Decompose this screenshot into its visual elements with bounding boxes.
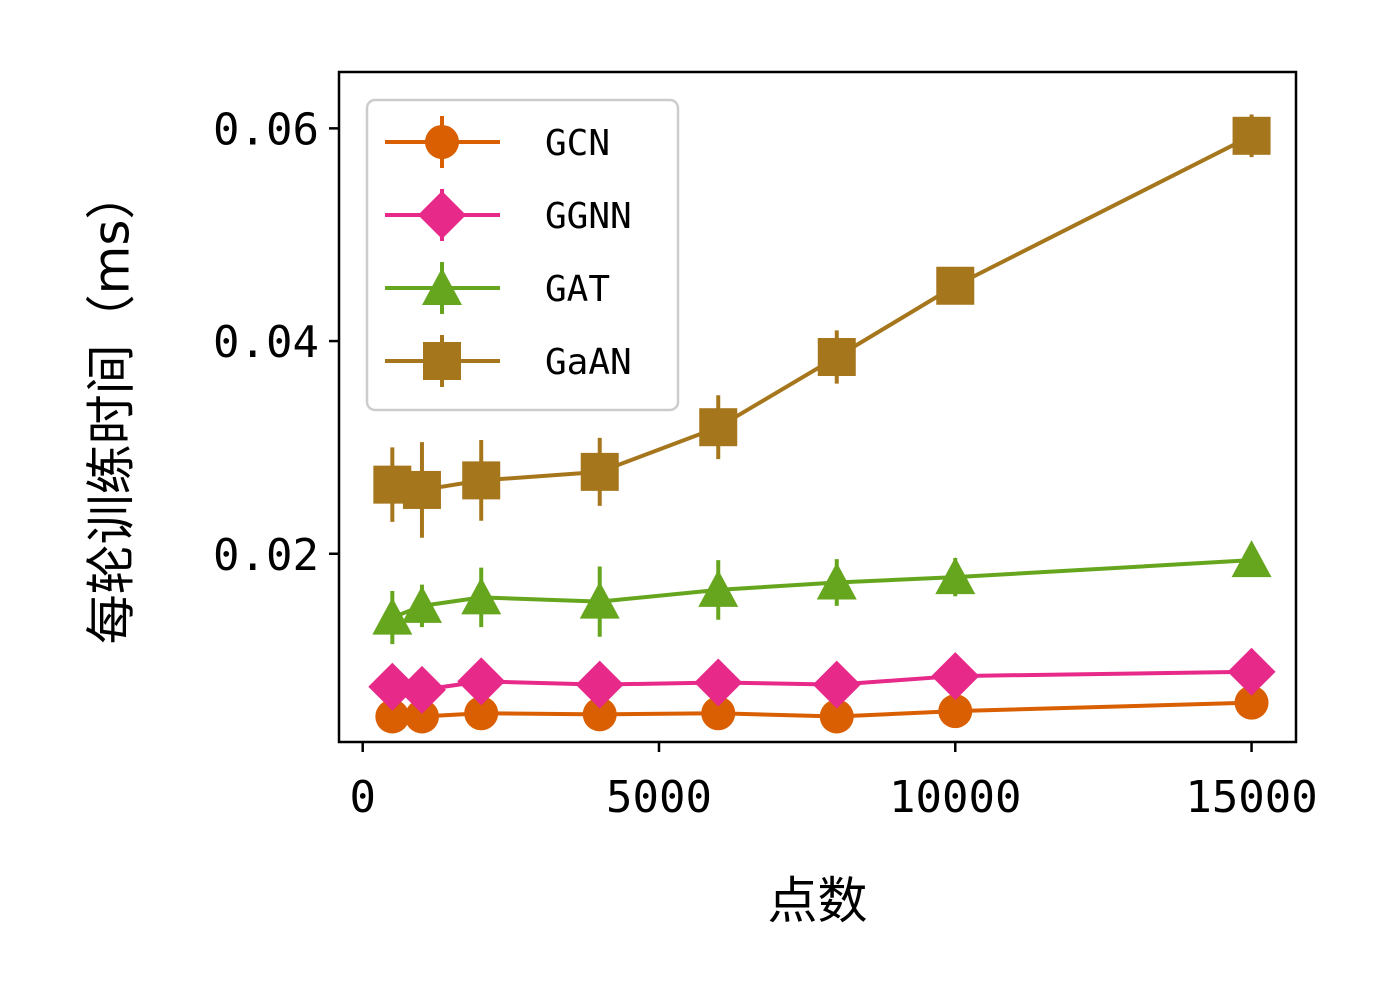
legend-item-gcn: GCN	[385, 116, 610, 168]
data-point	[401, 585, 442, 623]
series-ggnn	[368, 647, 1276, 714]
legend-marker	[418, 191, 466, 239]
y-tick-label: 0.04	[213, 317, 319, 368]
data-point	[397, 665, 446, 714]
y-axis-label: 每轮训练时间（ms）	[83, 170, 141, 645]
x-axis-label: 点数	[768, 872, 868, 930]
series-line	[391, 558, 1252, 620]
legend-box	[365, 98, 680, 412]
data-point	[699, 408, 738, 447]
data-point	[701, 696, 736, 731]
data-point	[935, 557, 976, 595]
data-point	[812, 660, 861, 709]
data-point	[457, 657, 506, 706]
series-gat	[372, 540, 1272, 645]
x-tick-label: 10000	[889, 772, 1021, 823]
y-tick-label: 0.06	[213, 104, 319, 155]
data-point	[404, 699, 439, 734]
data-point	[1232, 116, 1271, 155]
data-point	[464, 696, 499, 731]
data-point	[938, 694, 973, 729]
data-point	[817, 338, 856, 377]
data-point	[375, 699, 410, 734]
legend-marker	[425, 125, 459, 159]
data-point	[1227, 647, 1276, 696]
legend-label: GGNN	[545, 196, 632, 237]
data-point	[1234, 685, 1269, 720]
data-point	[579, 581, 620, 619]
data-point	[575, 660, 624, 709]
plot-frame	[337, 70, 1298, 744]
data-point	[368, 662, 417, 711]
data-point	[1231, 540, 1272, 578]
series-gaan	[373, 114, 1271, 538]
data-point	[580, 452, 619, 491]
data-point	[931, 652, 980, 701]
axes-layer: 0 5000 10000 15000 0.02 0.04 0.06	[213, 104, 1318, 823]
y-tick-label: 0.02	[213, 530, 319, 581]
x-tick-label: 0	[349, 772, 376, 823]
legend-marker	[422, 268, 462, 305]
data-point	[372, 597, 413, 635]
legend: GCN GGNN GAT GaAN	[365, 98, 680, 412]
x-tick-label: 5000	[606, 772, 712, 823]
data-point	[936, 266, 975, 305]
legend-marker	[423, 342, 461, 380]
data-point	[402, 470, 441, 509]
legend-item-gaan: GaAN	[385, 335, 632, 387]
series-gcn	[375, 685, 1269, 734]
data-point	[582, 697, 617, 732]
x-tick-label: 15000	[1185, 772, 1317, 823]
data-point	[462, 461, 501, 500]
legend-label: GAT	[545, 269, 610, 310]
series-layer	[368, 114, 1276, 734]
legend-label: GaAN	[545, 342, 632, 383]
legend-item-ggnn: GGNN	[385, 189, 632, 241]
data-point	[816, 562, 857, 600]
legend-label: GCN	[545, 123, 610, 164]
legend-item-gat: GAT	[385, 262, 610, 314]
data-point	[461, 577, 502, 615]
data-point	[819, 699, 854, 734]
data-point	[698, 569, 739, 607]
data-point	[694, 658, 743, 707]
